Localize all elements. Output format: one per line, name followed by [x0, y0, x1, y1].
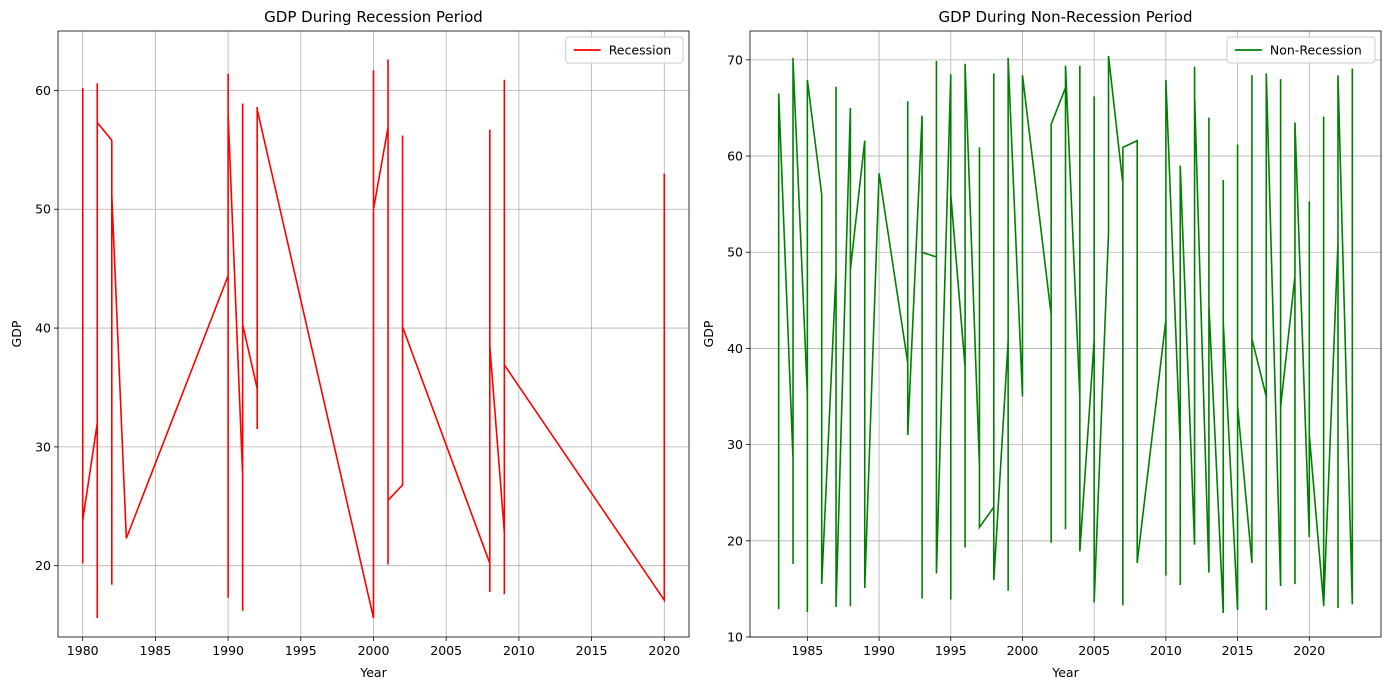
non-recession-y-tick-label: 70: [727, 52, 743, 67]
recession-chart-title: GDP During Recession Period: [264, 8, 483, 26]
non-recession-x-axis-label: Year: [1051, 665, 1079, 680]
recession-legend-box: [565, 36, 684, 64]
recession-y-tick-label: 30: [35, 439, 51, 454]
non-recession-x-tick-label: 1995: [935, 643, 967, 658]
recession-legend: Recession: [565, 36, 684, 64]
non-recession-x-tick-label: 2020: [1293, 643, 1325, 658]
recession-x-tick-label: 1995: [285, 643, 317, 658]
non-recession-x-tick-label: 2015: [1222, 643, 1254, 658]
recession-x-tick-label: 2005: [430, 643, 462, 658]
recession-x-tick-label: 1985: [140, 643, 172, 658]
recession-y-tick-label: 50: [35, 202, 51, 217]
non-recession-x-tick-label: 1990: [863, 643, 895, 658]
non-recession-legend-label: Non-Recession: [1270, 43, 1362, 58]
recession-series-line: [81, 59, 666, 619]
non-recession-legend: Non-Recession: [1226, 36, 1376, 64]
non-recession-x-tick-label: 2010: [1150, 643, 1182, 658]
non-recession-chart: 1985 1990 1995 2000 2005 2010 2015 2020 10 20 30 40…: [701, 8, 1382, 680]
non-recession-series-line: [777, 55, 1354, 613]
recession-y-tick-label: 40: [35, 321, 51, 336]
non-recession-y-tick-label: 10: [727, 630, 743, 645]
non-recession-y-tick-label: 60: [727, 149, 743, 164]
non-recession-y-tick-label: 50: [727, 245, 743, 260]
recession-y-tick-label: 60: [35, 83, 51, 98]
recession-x-tick-label: 2020: [648, 643, 680, 658]
non-recession-y-tick-label: 30: [727, 437, 743, 452]
recession-legend-label: Recession: [609, 43, 671, 58]
non-recession-legend-box: [1226, 36, 1376, 64]
recession-x-axis-label: Year: [359, 665, 387, 680]
recession-x-tick-label: 1980: [67, 643, 99, 658]
non-recession-x-tick-label: 2000: [1007, 643, 1039, 658]
recession-x-tick-label: 1990: [212, 643, 244, 658]
non-recession-y-tick-label: 40: [727, 341, 743, 356]
recession-y-axis-label: GDP: [9, 320, 24, 347]
non-recession-y-tick-label: 20: [727, 533, 743, 548]
recession-chart: 1980 1985 1990 1995 2000 2005 2010 2015 20202030…: [9, 8, 690, 680]
recession-x-tick-label: 2010: [503, 643, 535, 658]
recession-x-tick-label: 2015: [576, 643, 608, 658]
non-recession-y-axis-label: GDP: [701, 320, 716, 347]
non-recession-x-tick-label: 2005: [1078, 643, 1110, 658]
non-recession-x-tick-label: 1985: [791, 643, 823, 658]
non-recession-chart-title: GDP During Non-Recession Period: [939, 8, 1193, 26]
non-recession-plot-frame: [749, 30, 1382, 638]
recession-x-tick-label: 2000: [358, 643, 390, 658]
recession-y-tick-label: 20: [35, 558, 51, 573]
